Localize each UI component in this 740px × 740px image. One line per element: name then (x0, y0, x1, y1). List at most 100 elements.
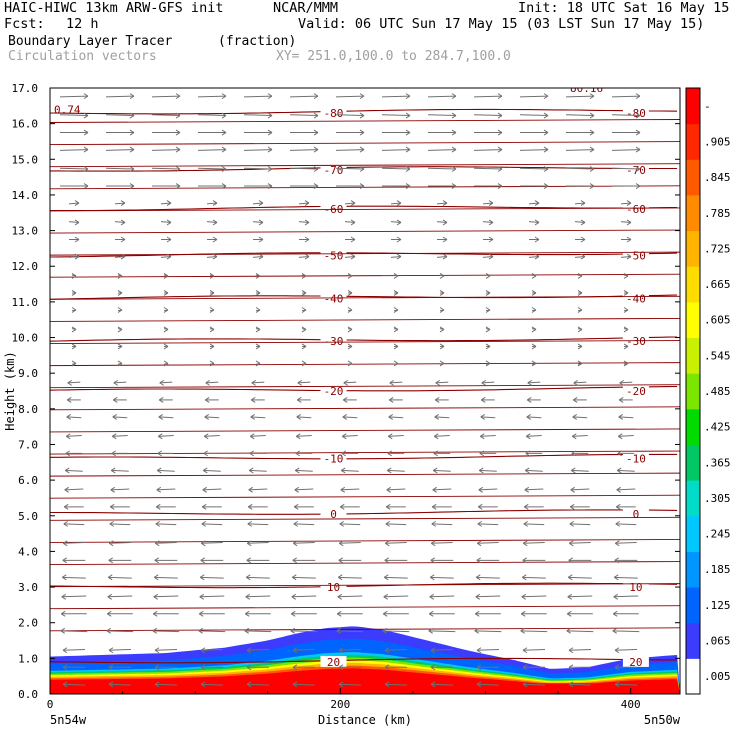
wind-vector (154, 683, 178, 686)
contour-line (50, 141, 680, 146)
wind-vector-head (249, 450, 255, 457)
contour-label: -40 (324, 292, 344, 305)
wind-vector-head (108, 540, 114, 547)
wind-vector (63, 523, 85, 526)
wind-vector-head (497, 166, 503, 172)
wind-vector-head (430, 540, 436, 547)
wind-vector-head (567, 593, 573, 600)
wind-vector-head (623, 273, 629, 279)
wind-vector-head (337, 574, 343, 581)
wind-vector (519, 149, 549, 151)
wind-vector-head (117, 343, 123, 350)
wind-vector-head (382, 610, 388, 617)
wind-vector-head (129, 146, 135, 153)
wind-vector-head (520, 610, 526, 617)
contour-line (50, 453, 678, 460)
contour-line (50, 516, 680, 521)
wind-vector-head (212, 236, 218, 243)
y-tick-label: 4.0 (18, 545, 38, 558)
wind-vector-head (154, 557, 160, 564)
wind-vector (526, 416, 542, 419)
contour-label-bg (622, 106, 649, 118)
wind-vector-head (617, 433, 623, 440)
wind-vector (383, 595, 409, 598)
wind-vector-head (577, 326, 583, 333)
wind-vector-head (525, 433, 531, 440)
wind-vector (572, 435, 588, 437)
wind-vector-head (155, 520, 161, 527)
wind-vector (482, 256, 494, 258)
wind-vector (519, 114, 549, 117)
wind-vector-head (313, 112, 319, 119)
wind-vector-head (521, 593, 527, 600)
wind-vector (62, 648, 86, 651)
wind-vector-head (258, 236, 264, 243)
wind-vector (198, 630, 226, 633)
wind-vector (427, 114, 457, 117)
wind-vector-head (290, 610, 296, 617)
wind-vector-head (203, 433, 209, 440)
wind-vector-head (163, 360, 169, 367)
wind-vector (64, 488, 84, 491)
wind-vector-head (568, 647, 574, 654)
wind-vector-head (166, 253, 172, 260)
wind-vector-head (108, 664, 114, 671)
wind-vector-head (567, 574, 573, 581)
wind-vector (154, 576, 178, 579)
wind-vector (382, 630, 410, 633)
wind-vector-head (255, 360, 261, 367)
contour-line (50, 295, 680, 300)
contour-label-bg (320, 385, 347, 396)
wind-vector-head (209, 307, 215, 313)
wind-vector (385, 523, 407, 526)
x-tick-label: 0 (47, 698, 54, 711)
wind-vector-head (386, 467, 392, 474)
wind-vector-head (522, 540, 528, 547)
wind-vector-head (614, 647, 620, 654)
wind-vector-head (384, 664, 390, 671)
wind-vector-head (246, 664, 252, 671)
wind-vector (203, 469, 221, 472)
wind-vector-head (155, 503, 161, 510)
wind-vector-head (157, 450, 163, 457)
wind-vector-head (209, 326, 215, 333)
wind-vector-head (577, 290, 583, 296)
wind-vector (574, 256, 586, 258)
wind-vector-head (71, 326, 77, 333)
wind-vector (615, 523, 637, 526)
colorbar-label: .065 (704, 635, 731, 648)
wind-vector (289, 114, 319, 117)
wind-vector-head (613, 574, 619, 581)
wind-vector-head (255, 290, 261, 296)
wind-vector (477, 523, 499, 526)
wind-vector (614, 576, 638, 579)
wind-vector-head (571, 450, 577, 457)
wind-vector (611, 95, 641, 98)
colorbar-label: .545 (704, 349, 731, 362)
contour-label: 10 (629, 581, 642, 594)
wind-vector-head (67, 379, 73, 386)
wind-vector-head (337, 593, 343, 600)
wind-vector-head (246, 557, 252, 564)
wind-vector (201, 542, 223, 544)
wind-vector-head (526, 414, 532, 420)
wind-vector (67, 381, 81, 384)
wind-vector-head (432, 486, 438, 493)
contour-label-bg (320, 452, 347, 464)
wind-vector-head (267, 93, 273, 100)
wind-vector-head (292, 681, 298, 688)
wind-vector-head (175, 112, 181, 119)
wind-vector-head (304, 253, 310, 260)
wind-vector-head (433, 450, 439, 457)
wind-vector-head (347, 290, 353, 296)
wind-vector-head (476, 540, 482, 547)
contour-label-bg (622, 163, 649, 175)
wind-vector-head (74, 236, 80, 243)
wind-vector (614, 648, 638, 651)
wind-vector (611, 114, 641, 117)
wind-vector (109, 523, 131, 526)
colorbar-label: .905 (704, 135, 731, 148)
forecast-label: Fcst: (4, 16, 45, 32)
wind-vector-head (430, 647, 436, 654)
wind-vector (204, 416, 220, 419)
